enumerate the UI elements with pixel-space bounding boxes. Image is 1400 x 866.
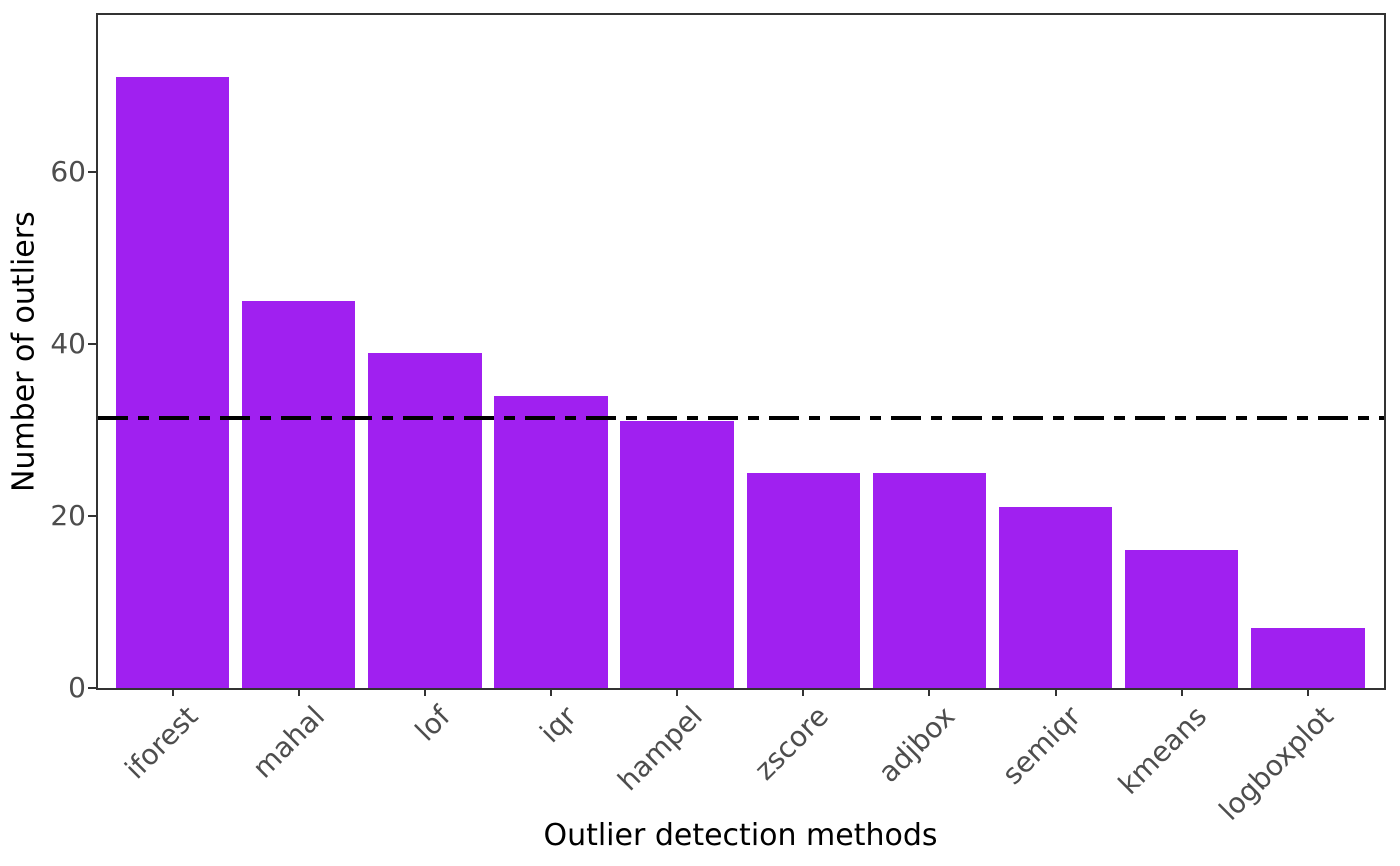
x-axis-tick [1306,688,1309,696]
bar-hampel [620,421,734,688]
bar-semiqr [998,507,1113,688]
x-axis-tick [802,688,805,696]
x-axis-tick [928,688,931,696]
plot-panel [96,13,1386,690]
y-axis-tick [88,515,96,517]
y-axis-tick [88,171,96,173]
x-axis-tick-label: lof [408,699,457,748]
bar-iqr [494,395,608,688]
bar-logboxplot [1251,627,1365,688]
x-axis-tick-label: hampel [611,699,710,798]
bar-kmeans [1124,550,1239,688]
y-axis-tick-label: 20 [50,499,86,532]
y-axis-tick-label: 0 [68,671,86,704]
x-axis-tick-label: iqr [533,699,583,750]
x-axis-tick-label: kmeans [1112,699,1214,801]
x-axis-title: Outlier detection methods [543,818,938,853]
x-axis-tick-label: mahal [245,699,331,785]
x-axis-tick [1180,688,1183,696]
bar-lof [368,352,482,688]
bar-adjbox [872,473,987,688]
y-axis-tick [88,343,96,345]
bar-iforest [115,77,230,688]
x-axis-tick [676,688,679,696]
x-axis-tick-label: logboxplot [1212,699,1340,827]
bar-mahal [241,301,356,688]
x-axis-tick-label: adjbox [871,699,962,789]
x-axis-tick-label: semiqr [996,699,1088,791]
x-axis-tick [1054,688,1057,696]
y-axis-tick-label: 60 [50,155,86,188]
x-axis-tick [549,688,552,696]
x-axis-tick [297,688,300,696]
x-axis-tick [423,688,426,696]
x-axis-tick [171,688,174,696]
x-axis-tick-label: zscore [748,699,836,787]
y-axis-tick-label: 40 [50,327,86,360]
mean-reference-line [98,415,1384,420]
x-axis-tick-label: iforest [118,699,205,786]
y-axis-tick [88,687,96,689]
y-axis-title: Number of outliers [6,211,42,492]
bar-zscore [746,473,860,688]
